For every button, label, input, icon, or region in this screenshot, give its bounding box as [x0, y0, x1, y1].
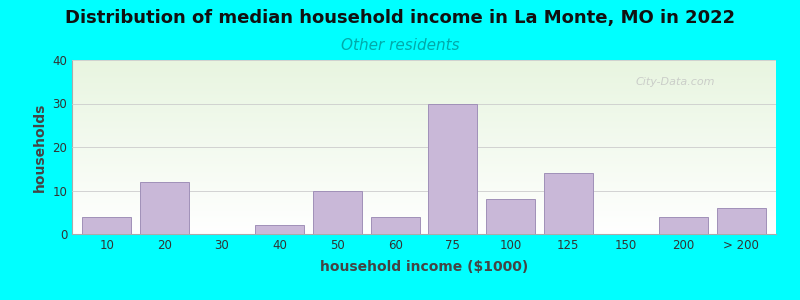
- Bar: [370, 217, 420, 234]
- Text: City-Data.com: City-Data.com: [635, 77, 714, 87]
- Bar: [82, 217, 131, 234]
- Text: Distribution of median household income in La Monte, MO in 2022: Distribution of median household income …: [65, 9, 735, 27]
- Bar: [486, 199, 535, 234]
- Y-axis label: households: households: [33, 102, 46, 192]
- Bar: [717, 208, 766, 234]
- Bar: [659, 217, 708, 234]
- Bar: [255, 225, 304, 234]
- Bar: [428, 103, 478, 234]
- X-axis label: household income ($1000): household income ($1000): [320, 260, 528, 274]
- Bar: [140, 182, 189, 234]
- Bar: [544, 173, 593, 234]
- Text: Other residents: Other residents: [341, 38, 459, 52]
- Bar: [313, 190, 362, 234]
